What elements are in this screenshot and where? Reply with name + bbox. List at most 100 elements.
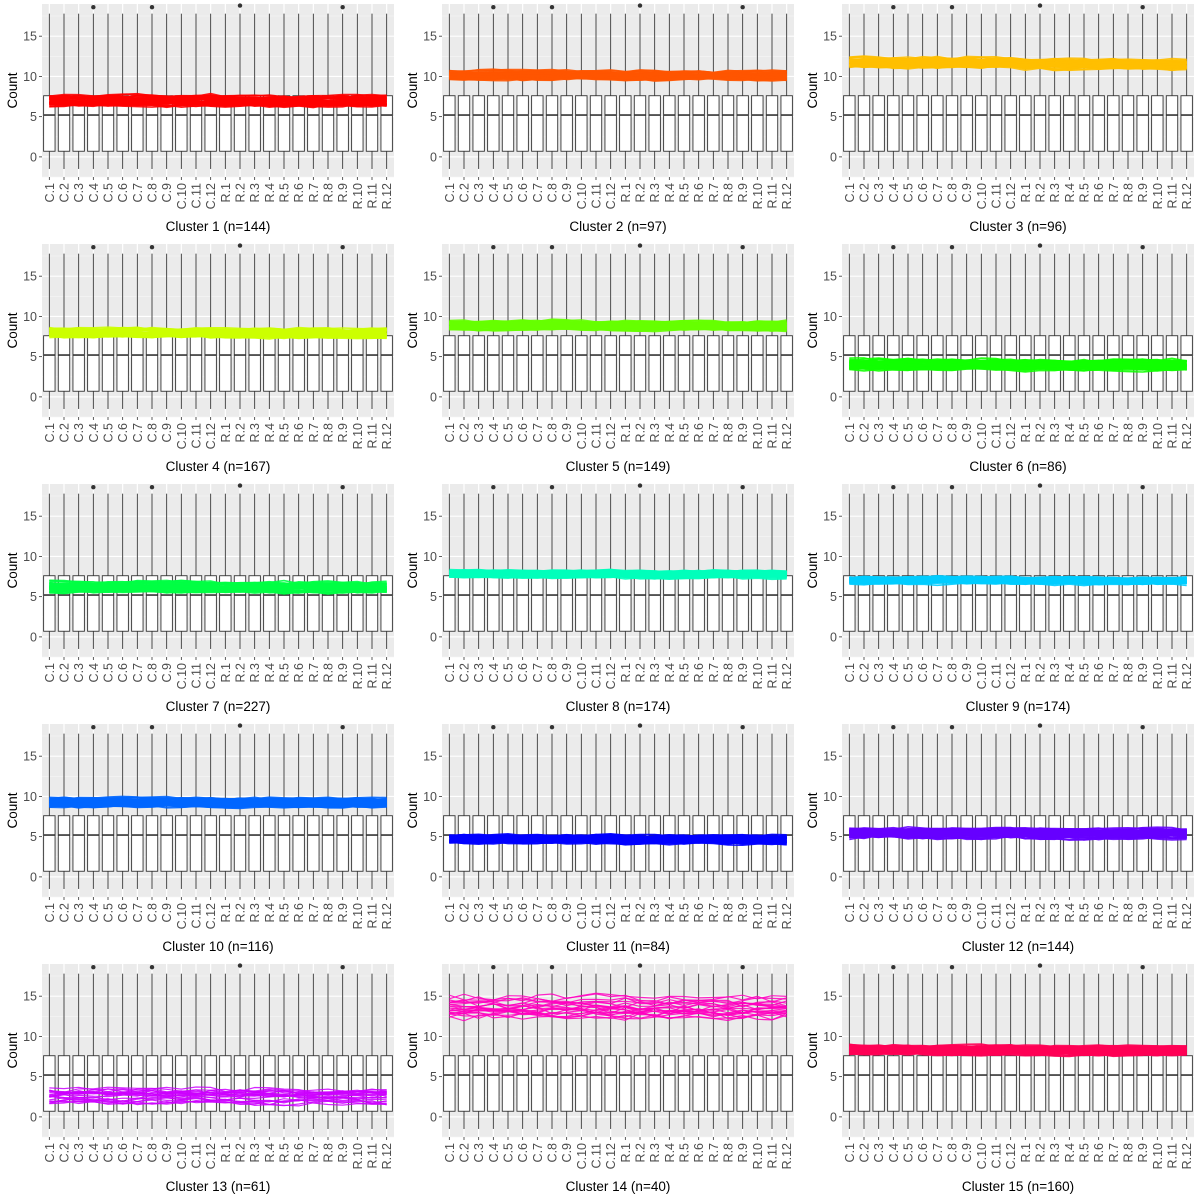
cluster-lines <box>49 579 387 595</box>
outlier-point <box>949 485 955 490</box>
x-tick-label: C.3 <box>72 423 86 443</box>
outlier-point <box>740 5 745 10</box>
y-tick-label: 10 <box>823 790 837 804</box>
boxplot-box <box>692 1055 705 1112</box>
y-axis-title: Count <box>405 312 420 348</box>
boxplot-box <box>589 335 603 392</box>
boxplot-box <box>501 1055 515 1112</box>
boxplot-box <box>1019 815 1032 872</box>
x-tick-label: R.6 <box>692 1143 706 1163</box>
x-tick-label: C.1 <box>843 1143 857 1163</box>
boxplot-box <box>1033 1055 1047 1112</box>
boxplot-box <box>1180 575 1193 632</box>
x-tick-label: C.2 <box>58 183 72 203</box>
x-tick-label: C.9 <box>960 903 974 923</box>
boxplot-box <box>263 815 276 872</box>
boxplot-box <box>765 575 779 632</box>
x-tick-label: R.1 <box>619 903 633 923</box>
outlier-point <box>340 5 345 10</box>
x-tick-label: C.3 <box>72 183 86 203</box>
panel-title: Cluster 3 (n=96) <box>969 219 1066 234</box>
boxplot-box <box>931 95 944 152</box>
x-tick-label: C.8 <box>146 183 160 203</box>
x-tick-label: C.2 <box>458 1143 472 1163</box>
boxplot-box <box>1033 815 1047 872</box>
boxplot-box <box>351 815 364 872</box>
y-tick-label: 15 <box>823 30 837 44</box>
boxplot-box <box>516 575 529 632</box>
boxplot-box <box>960 95 973 152</box>
x-tick-label: R.1 <box>1019 1143 1033 1163</box>
y-tick-label: 5 <box>830 830 837 844</box>
boxplot-box <box>663 95 676 152</box>
boxplot-box <box>219 335 232 392</box>
x-tick-label: C.10 <box>575 423 589 449</box>
outlier-point <box>949 5 955 10</box>
y-tick-label: 10 <box>423 1030 437 1044</box>
boxplot-box <box>487 1055 500 1112</box>
boxplot-box <box>916 815 929 872</box>
y-axis-title: Count <box>5 312 20 348</box>
x-tick-label: C.8 <box>546 1143 560 1163</box>
profile-line <box>449 71 787 78</box>
outlier-point <box>491 965 496 970</box>
x-tick-label: R.9 <box>1136 663 1150 683</box>
x-tick-label: C.1 <box>443 663 457 683</box>
boxplot-box <box>292 1055 305 1112</box>
outlier-point <box>891 485 896 490</box>
x-tick-label: C.12 <box>1004 903 1018 929</box>
x-tick-label: R.6 <box>292 903 306 923</box>
boxplot-box <box>945 815 959 872</box>
boxplot-box <box>1092 1055 1105 1112</box>
outlier-point <box>740 245 745 250</box>
profile-line <box>849 366 1187 373</box>
x-tick-label: R.12 <box>380 663 394 689</box>
profile-line <box>849 359 1187 366</box>
x-tick-label: C.7 <box>531 423 545 443</box>
x-tick-label: C.4 <box>487 1143 501 1163</box>
boxplot-box <box>380 575 393 632</box>
y-tick-label: 10 <box>23 550 37 564</box>
boxplot-box <box>843 95 856 152</box>
x-tick-label: C.4 <box>887 183 901 203</box>
boxplot-box <box>648 575 661 632</box>
x-tick-label: C.6 <box>916 903 930 923</box>
x-tick-label: C.3 <box>72 903 86 923</box>
boxplot-box <box>204 575 217 632</box>
x-tick-label: R.8 <box>322 1143 336 1163</box>
boxplot-box <box>116 335 129 392</box>
plot-background <box>842 724 1194 897</box>
x-tick-label: C.5 <box>502 903 516 923</box>
x-tick-label: C.8 <box>946 663 960 683</box>
x-tick-label: C.6 <box>516 423 530 443</box>
boxplot-box <box>736 335 749 392</box>
x-tick-label: C.5 <box>502 183 516 203</box>
boxplot-box <box>1019 1055 1032 1112</box>
x-tick-label: C.1 <box>443 1143 457 1163</box>
boxplot-box <box>248 1055 261 1112</box>
x-tick-label: C.7 <box>931 663 945 683</box>
x-tick-label: C.3 <box>872 1143 886 1163</box>
x-tick-label: C.3 <box>72 663 86 683</box>
x-tick-label: R.8 <box>322 183 336 203</box>
x-tick-label: C.12 <box>204 1143 218 1169</box>
panel-title: Cluster 11 (n=84) <box>566 939 670 954</box>
boxplot-box <box>277 575 291 632</box>
boxplot-box <box>43 335 56 392</box>
x-tick-label: R.2 <box>634 663 648 683</box>
profile-line <box>849 1044 1187 1049</box>
boxplot-box <box>443 335 456 392</box>
outlier-point <box>237 483 243 488</box>
x-tick-label: R.2 <box>634 903 648 923</box>
x-tick-label: R.2 <box>634 183 648 203</box>
boxplot-box <box>945 1055 959 1112</box>
boxplot-box <box>960 815 973 872</box>
y-tick-label: 5 <box>30 1070 37 1084</box>
boxplot-box <box>1077 1055 1091 1112</box>
cluster-lines <box>849 1043 1187 1058</box>
boxplot-box <box>1121 575 1135 632</box>
x-tick-label: R.2 <box>634 1143 648 1163</box>
profile-line <box>49 101 387 108</box>
